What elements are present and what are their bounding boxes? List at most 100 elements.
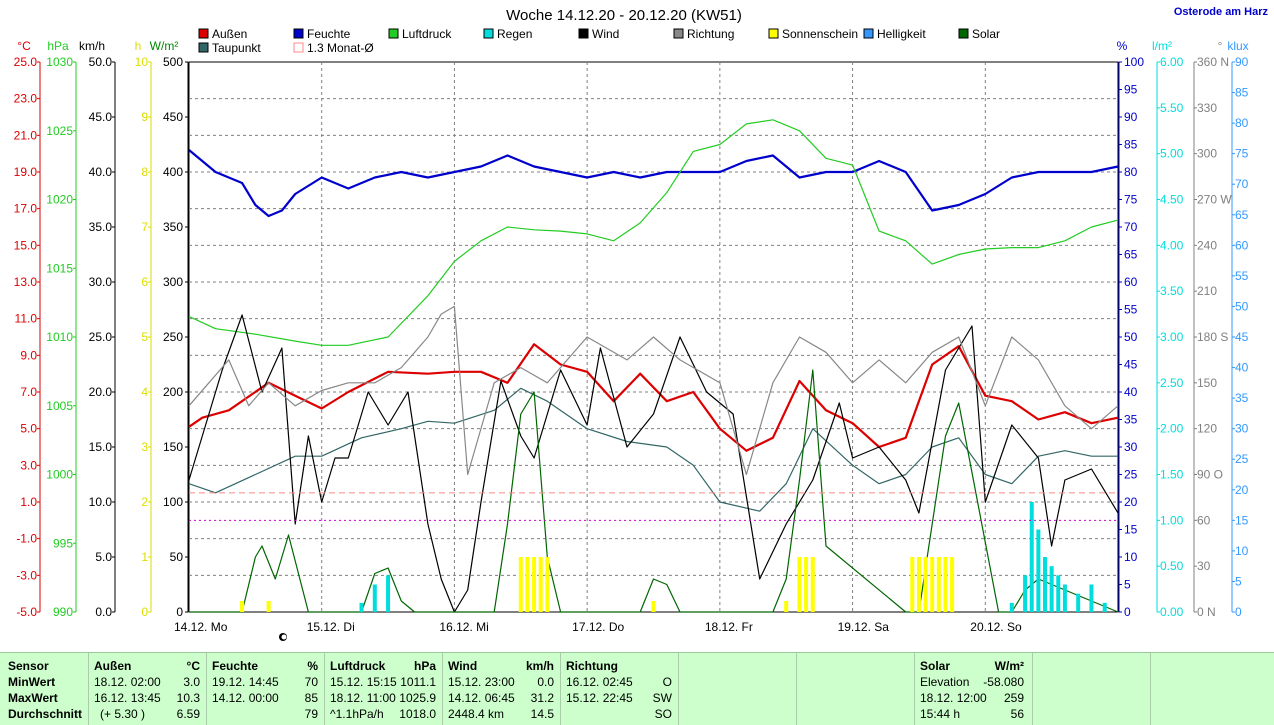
stats-header-solar: Solar <box>920 659 951 673</box>
stats-cell: 6.59 <box>176 707 200 721</box>
bar-Sonnenschein <box>923 557 928 612</box>
axis-tick-label-direction: 240 <box>1197 238 1217 252</box>
axis-tick-label-humidity: 30 <box>1124 440 1138 454</box>
legend-swatch <box>768 28 779 39</box>
bar-Regen <box>1023 575 1028 612</box>
bar-Sonnenschein <box>910 557 915 612</box>
stats-row-label: MaxWert <box>8 691 58 705</box>
stats-header-sensor: Sensor <box>8 659 49 673</box>
stats-cell: 15.12. 23:00 <box>448 675 515 689</box>
stats-cell: -58.080 <box>983 675 1024 689</box>
axis-tick-label-solar: 150 <box>163 440 183 454</box>
series-line-Solar <box>189 369 1119 613</box>
x-tick-label: 16.12. Mi <box>439 620 488 634</box>
axis-tick-label-humidity: 90 <box>1124 110 1138 124</box>
axis-tick-label-wind: 30.0 <box>89 275 113 289</box>
bar-Sonnenschein <box>532 557 537 612</box>
axis-tick-label-rain: 1.50 <box>1160 468 1184 482</box>
bar-Regen <box>1102 602 1107 612</box>
stats-cell: 31.2 <box>530 691 554 705</box>
axis-tick-label-brightness: 75 <box>1235 147 1249 161</box>
stats-cell: 19.12. 14:45 <box>212 675 279 689</box>
bar-Sonnenschein <box>950 557 955 612</box>
stats-header-feuchte-unit: % <box>307 659 318 673</box>
chart-legend: Außen Feuchte Luftdruck Regen Wind Richtung So… <box>198 27 1000 55</box>
legend-label: Helligkeit <box>877 27 926 41</box>
legend-swatch <box>673 28 684 39</box>
stats-cell: 1011.1 <box>400 675 436 689</box>
axis-tick-label-temp: 21.0 <box>14 128 38 142</box>
axis-tick-label-pressure: 1000 <box>46 468 73 482</box>
stats-cell: SO <box>654 707 672 721</box>
legend-label: Luftdruck <box>402 27 452 41</box>
bar-Sonnenschein <box>930 557 935 612</box>
stats-panel: Sensor Außen °C Feuchte % Luftdruck hPa … <box>0 652 1274 725</box>
stats-cell: 259 <box>1003 691 1024 705</box>
stats-cell: 70 <box>304 675 318 689</box>
axis-tick-label-brightness: 0 <box>1235 605 1242 619</box>
bar-Regen <box>1056 575 1061 612</box>
stats-cell: 18.12. 02:00 <box>94 675 161 689</box>
chart-axes: 25.023.021.019.017.015.013.011.09.07.05.… <box>14 39 1249 641</box>
stats-cell: 1025.9 <box>399 691 436 705</box>
axis-tick-label-temp: 25.0 <box>14 55 38 69</box>
axis-tick-label-brightness: 70 <box>1235 177 1249 191</box>
axis-tick-label-solar: 200 <box>163 385 183 399</box>
axis-tick-label-wind: 15.0 <box>89 440 113 454</box>
axis-tick-label-direction: 90 O <box>1197 468 1223 482</box>
x-tick-label: 15.12. Di <box>307 620 355 634</box>
stats-row-label: Durchschnitt <box>8 707 83 721</box>
axis-tick-label-direction: 360 N <box>1197 55 1229 69</box>
stats-cell: 15:44 h <box>920 707 961 721</box>
axis-tick-label-sunhours: 1 <box>141 550 148 564</box>
axis-tick-label-brightness: 5 <box>1235 574 1242 588</box>
axis-tick-label-pressure: 1020 <box>46 193 73 207</box>
legend-swatch <box>483 28 494 39</box>
axis-tick-label-brightness: 35 <box>1235 391 1249 405</box>
series-line-Richtung <box>188 305 1119 476</box>
axis-tick-label-sunhours: 7 <box>141 220 148 234</box>
axis-tick-label-humidity: 50 <box>1124 330 1138 344</box>
bar-Sonnenschein <box>266 601 271 612</box>
stats-cell: 85 <box>304 691 318 705</box>
stats-cell: 16.12. 02:45 <box>566 675 633 689</box>
stats-cell: 16.12. 13:45 <box>94 691 161 705</box>
series-line-Wind <box>188 314 1119 613</box>
bar-Sonnenschein <box>797 557 802 612</box>
axis-tick-label-sunhours: 10 <box>135 55 149 69</box>
axis-tick-label-sunhours: 4 <box>141 385 148 399</box>
axis-tick-label-direction: 120 <box>1197 422 1217 436</box>
bar-Sonnenschein <box>538 557 543 612</box>
axis-unit-wind: km/h <box>79 39 105 53</box>
axis-tick-label-solar: 450 <box>163 110 183 124</box>
axis-unit-sunhours: h <box>135 39 142 53</box>
axis-tick-label-humidity: 0 <box>1124 605 1131 619</box>
axis-tick-label-rain: 5.00 <box>1160 147 1184 161</box>
bar-Regen <box>372 584 377 612</box>
axis-unit-temp: °C <box>17 39 31 53</box>
bar-Sonnenschein <box>240 601 245 612</box>
stats-cell: 18.12. 12:00 <box>920 691 987 705</box>
axis-tick-label-humidity: 65 <box>1124 248 1138 262</box>
stats-header-luftdruck: Luftdruck <box>330 659 386 673</box>
axis-tick-label-rain: 3.50 <box>1160 284 1184 298</box>
stats-row-label: MinWert <box>8 675 56 689</box>
stats-header-wind-unit: km/h <box>525 659 554 673</box>
legend-label: Wind <box>592 27 619 41</box>
legend-swatch <box>198 42 209 53</box>
axis-tick-label-humidity: 15 <box>1124 523 1138 537</box>
stats-cell: SW <box>652 691 672 705</box>
axis-tick-label-temp: 1.0 <box>20 495 37 509</box>
bar-Regen <box>1036 529 1041 612</box>
axis-tick-label-sunhours: 5 <box>141 330 148 344</box>
legend-label: Feuchte <box>307 27 351 41</box>
axis-unit-brightness: klux <box>1227 39 1248 53</box>
axis-tick-label-direction: 0 N <box>1197 605 1216 619</box>
series-line-Außen <box>188 343 1119 452</box>
axis-tick-label-humidity: 10 <box>1124 550 1138 564</box>
stats-cell: 3.0 <box>183 675 200 689</box>
axis-tick-label-humidity: 55 <box>1124 303 1138 317</box>
series-line-Feuchte <box>188 149 1119 218</box>
axis-tick-label-humidity: 25 <box>1124 468 1138 482</box>
axis-tick-label-humidity: 20 <box>1124 495 1138 509</box>
